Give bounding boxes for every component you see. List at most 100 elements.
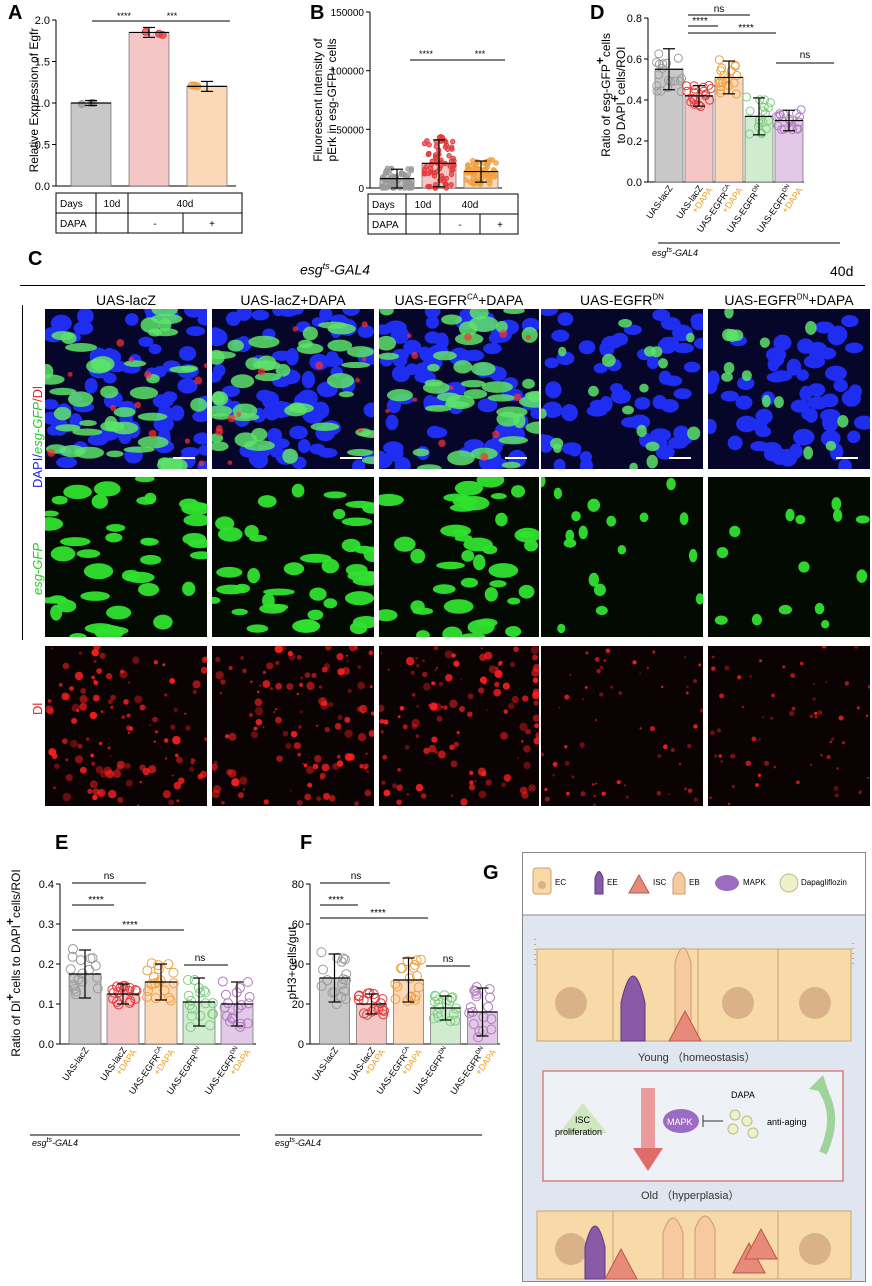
data-point	[85, 953, 96, 964]
gfp-cell	[639, 383, 649, 393]
gfp-cell	[363, 546, 374, 562]
data-point	[390, 994, 401, 1005]
dl-spot	[321, 666, 328, 673]
gfp-cell	[341, 517, 373, 527]
dl-spot	[639, 672, 641, 674]
nucleus	[768, 350, 785, 367]
gfp-cell	[247, 568, 261, 584]
gfp-cell	[453, 529, 469, 537]
gfp-cell	[180, 365, 199, 372]
data-point	[411, 955, 422, 966]
sig-label: ***	[475, 49, 486, 59]
data-point	[322, 975, 333, 986]
data-point	[362, 1009, 373, 1020]
micrograph-canvas	[541, 477, 703, 634]
gfp-cell	[346, 346, 374, 358]
dl-spot	[441, 705, 444, 708]
dl-spot	[632, 660, 637, 665]
dl-spot	[123, 699, 129, 705]
dl-spot	[286, 683, 294, 691]
dl-spot	[292, 326, 299, 332]
data-point	[125, 995, 136, 1006]
dl-spot	[361, 356, 367, 362]
dl-spot	[361, 321, 368, 328]
dl-image	[379, 646, 539, 806]
gfp-cell	[234, 583, 251, 594]
gfp-cell	[212, 405, 233, 417]
panel-e-bars	[65, 944, 255, 1045]
bar	[70, 102, 112, 187]
dl-spot	[237, 792, 245, 799]
gfp-cell	[67, 391, 94, 407]
data-point	[92, 983, 103, 994]
dl-spot	[344, 729, 353, 738]
data-point	[115, 982, 126, 993]
nucleus	[426, 425, 443, 439]
panel-b-table: Days 10d 40d DAPA - +	[367, 193, 519, 235]
dl-spot	[128, 356, 135, 363]
dl-spot	[53, 786, 56, 790]
dl-spot	[429, 702, 438, 711]
panel-c-genotype: esgts-GAL4	[300, 261, 371, 278]
data-point	[652, 57, 662, 67]
scale-bar	[836, 457, 858, 459]
legend-dapagliflozin: Dapagliflozin	[779, 873, 847, 893]
data-point	[431, 170, 437, 176]
legend-mapk: MAPK	[715, 875, 766, 891]
nucleus	[317, 447, 338, 458]
dl-spot	[105, 672, 113, 680]
gfp-cell	[153, 614, 173, 630]
dl-spot	[789, 711, 795, 717]
dl-spot	[127, 681, 131, 684]
gfp-cell	[588, 385, 599, 397]
gfp-cell	[550, 437, 564, 450]
data-point	[755, 95, 765, 105]
data-point	[473, 1032, 484, 1043]
dl-spot	[762, 716, 765, 719]
nucleus	[541, 434, 551, 452]
dl-spot	[585, 651, 589, 655]
data-point	[666, 77, 676, 87]
dl-spot	[396, 784, 403, 791]
table-cell: -	[458, 220, 461, 231]
nucleus	[278, 309, 300, 317]
dl-spot	[467, 693, 474, 700]
gfp-cell	[805, 320, 817, 335]
data-point	[67, 944, 78, 955]
dl-spot	[594, 718, 598, 722]
dl-spot	[359, 763, 364, 769]
dl-spot	[405, 656, 415, 666]
nucleus	[363, 402, 374, 418]
gfp-cell	[93, 481, 121, 497]
table-cell: 10d	[415, 200, 432, 211]
y-tick-label: 0.2	[627, 136, 642, 148]
y-tick-label: 0.2	[39, 959, 54, 971]
dl-spot	[500, 731, 509, 740]
dl-spot	[174, 753, 179, 758]
dl-spot	[112, 769, 122, 779]
dl-spot	[347, 753, 355, 761]
data-point	[443, 142, 450, 148]
gfp-cell	[45, 517, 64, 531]
data-point	[428, 1013, 439, 1024]
data-point	[763, 103, 773, 113]
dl-spot	[95, 765, 104, 774]
table-cell: -	[153, 219, 156, 230]
panel-g-schematic: EC EE ISC EB MAPK Dapagliflozin Young （h…	[522, 852, 866, 1282]
data-point	[470, 157, 476, 164]
dl-spot	[517, 757, 519, 760]
table-cell: Days	[60, 199, 83, 210]
data-point	[382, 178, 388, 184]
dl-spot	[411, 723, 418, 730]
gfp-cell	[341, 538, 361, 553]
x-category-label: UAS-lacZ	[60, 1045, 91, 1083]
dl-spot	[817, 710, 823, 715]
nucleus	[385, 414, 399, 431]
data-point	[792, 124, 802, 134]
scale-bar	[340, 457, 362, 459]
data-point	[681, 81, 691, 91]
dl-spot	[152, 716, 158, 723]
gfp-cell	[427, 363, 440, 372]
dl-spot	[711, 655, 715, 659]
gfp-cell	[785, 508, 795, 522]
